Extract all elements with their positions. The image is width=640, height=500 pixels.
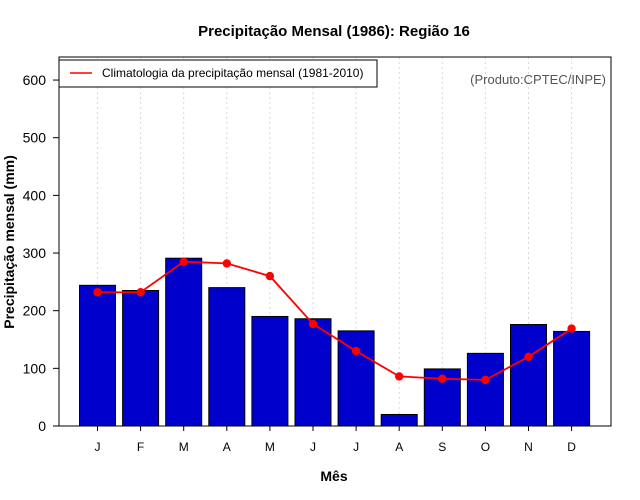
climatology-point-8 xyxy=(438,374,447,383)
vertical-grid xyxy=(97,57,573,426)
bar-9 xyxy=(466,352,504,427)
bar-1 xyxy=(122,290,160,427)
x-tick-label: J xyxy=(353,440,359,454)
x-tick-label: J xyxy=(95,440,101,454)
y-tick-label: 400 xyxy=(23,187,47,203)
climatology-point-6 xyxy=(351,346,361,356)
y-axis: 0 100 200 300 400 500 600 xyxy=(23,72,59,434)
x-tick-label: S xyxy=(438,440,446,454)
bar-10 xyxy=(510,324,547,427)
bar-7 xyxy=(380,413,418,427)
climatology-point-0 xyxy=(93,288,102,297)
credit-text: (Produto:CPTEC/INPE) xyxy=(470,72,606,87)
bar-3 xyxy=(208,287,246,427)
y-tick-label: 100 xyxy=(23,360,47,376)
y-tick-label: 0 xyxy=(38,418,46,434)
climatology-point-4 xyxy=(265,271,275,281)
climatology-point-10 xyxy=(524,352,533,362)
bar-2 xyxy=(165,257,203,427)
x-tick-label: J xyxy=(310,440,316,454)
y-tick-label: 600 xyxy=(23,72,47,88)
climatology-line xyxy=(97,260,573,381)
x-tick-label: M xyxy=(265,440,275,454)
climatology-point-5 xyxy=(308,319,318,329)
climatology-line-series xyxy=(93,257,576,385)
bar-series xyxy=(79,257,591,427)
x-tick-label: O xyxy=(481,440,490,454)
climatology-point-3 xyxy=(222,259,231,268)
bar-5 xyxy=(294,318,332,427)
x-tick-label: A xyxy=(395,440,403,454)
bar-11 xyxy=(553,330,591,427)
bar-6 xyxy=(337,330,375,427)
x-tick-label: N xyxy=(524,440,533,454)
legend: Climatologia da precipitação mensal (198… xyxy=(58,59,378,88)
y-axis-title: Precipitação mensal (mm) xyxy=(1,155,17,329)
climatology-point-11 xyxy=(567,324,576,333)
bar-0 xyxy=(79,284,116,427)
x-tick-label: D xyxy=(567,440,576,454)
climatology-point-1 xyxy=(136,288,145,297)
y-tick-label: 200 xyxy=(23,303,47,319)
legend-box xyxy=(58,59,378,88)
legend-label: Climatologia da precipitação mensal (198… xyxy=(102,66,363,80)
y-tick-label: 500 xyxy=(23,130,47,146)
x-tick-label: M xyxy=(179,440,189,454)
climatology-point-9 xyxy=(481,375,490,385)
plot-frame xyxy=(58,56,612,427)
x-tick-label: F xyxy=(137,440,144,454)
chart-title: Precipitação Mensal (1986): Região 16 xyxy=(198,23,470,40)
climatology-point-2 xyxy=(179,257,188,266)
x-axis-title: Mês xyxy=(320,468,347,484)
y-tick-label: 300 xyxy=(23,245,47,261)
bar-4 xyxy=(251,315,289,427)
climatology-point-7 xyxy=(395,372,404,381)
x-tick-label: A xyxy=(223,440,231,454)
